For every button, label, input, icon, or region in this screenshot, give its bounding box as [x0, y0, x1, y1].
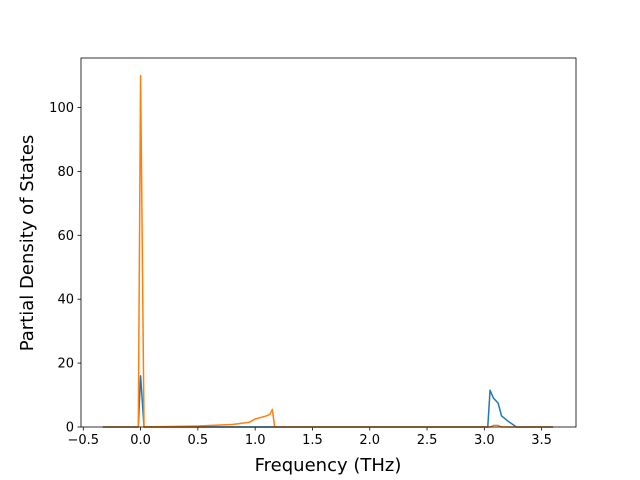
line-series	[102, 74, 554, 428]
x-tick-label: 0.0	[130, 433, 151, 448]
x-tick-label: 1.5	[302, 433, 323, 448]
x-tick-label: 1.0	[245, 433, 266, 448]
x-tick-label: −0.5	[68, 433, 100, 448]
y-tick-label: 60	[57, 229, 74, 244]
x-tick-label: 3.5	[531, 433, 552, 448]
x-axis-label: Frequency (THz)	[255, 455, 402, 476]
y-axis-label: Partial Density of States	[17, 135, 38, 352]
x-tick-label: 2.5	[417, 433, 438, 448]
plot-frame	[80, 57, 577, 428]
y-tick-label: 40	[57, 293, 74, 308]
y-tick-label: 0	[66, 421, 74, 436]
x-tick-label: 2.0	[359, 433, 380, 448]
line-series	[102, 375, 554, 428]
y-tick-label: 100	[49, 101, 74, 116]
y-tick-label: 20	[57, 357, 74, 372]
x-tick-label: 3.0	[474, 433, 495, 448]
y-tick-label: 80	[57, 165, 74, 180]
x-tick-label: 0.5	[188, 433, 209, 448]
